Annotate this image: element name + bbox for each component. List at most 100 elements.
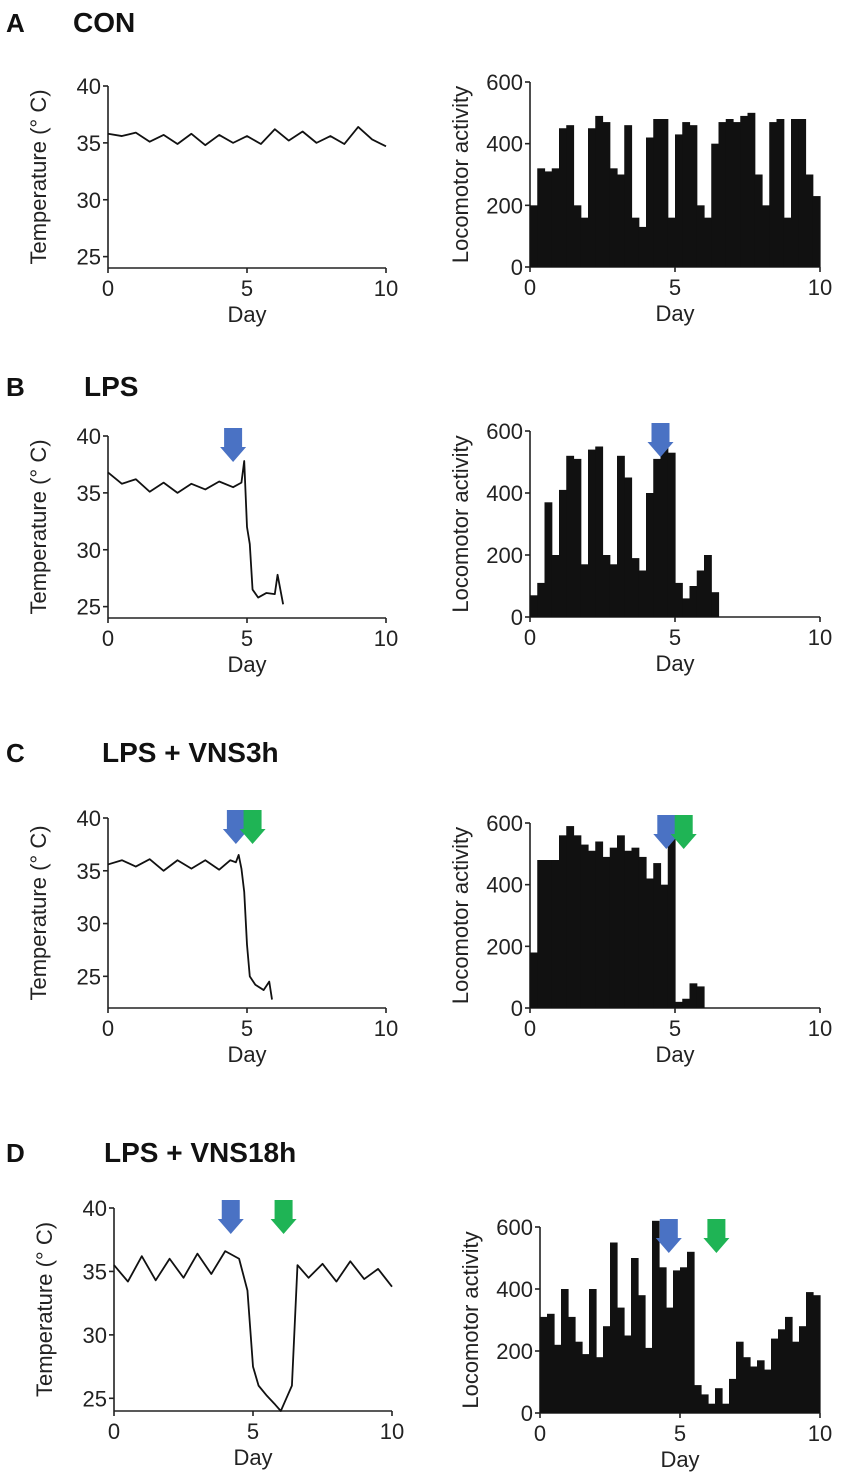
panel-title-c: LPS + VNS3h	[102, 737, 279, 768]
activity-bar-d-activity	[722, 1403, 730, 1413]
y-axis-label-c-activity: Locomotor activity	[448, 827, 473, 1004]
x-tick-label-d-temperature: 10	[380, 1419, 404, 1444]
y-tick-label-c-activity: 0	[511, 996, 523, 1021]
lps-arrow-icon-c-activity	[653, 815, 680, 849]
activity-bar-d-activity	[554, 1344, 562, 1413]
activity-bar-a-activity	[617, 174, 625, 267]
activity-bar-b-activity	[646, 493, 654, 617]
activity-bar-b-activity	[667, 452, 676, 617]
activity-bar-a-activity	[566, 125, 575, 268]
y-tick-label-a-activity: 0	[511, 255, 523, 280]
panel-title-b: LPS	[84, 371, 138, 402]
y-tick-label-c-activity: 400	[486, 873, 523, 898]
y-tick-label-b-activity: 0	[511, 605, 523, 630]
y-tick-label-b-activity: 200	[486, 543, 523, 568]
activity-bar-a-activity	[711, 143, 720, 267]
y-axis-label-a-temperature: Temperature (° C)	[26, 89, 51, 264]
x-axis-label-c-activity: Day	[655, 1042, 694, 1067]
activity-bar-b-activity	[704, 555, 712, 617]
x-tick-label-b-temperature: 10	[374, 626, 398, 651]
activity-bar-a-activity	[740, 115, 749, 268]
activity-bar-d-activity	[582, 1354, 590, 1413]
y-tick-label-a-activity: 400	[486, 132, 523, 157]
lps-arrow-icon-c-temperature	[222, 810, 249, 844]
activity-bar-d-activity	[736, 1341, 744, 1413]
activity-bar-a-activity	[754, 174, 763, 267]
activity-bar-a-activity	[631, 217, 640, 267]
activity-bar-b-activity	[689, 586, 698, 617]
activity-bar-a-activity	[704, 217, 712, 267]
activity-bar-d-activity	[715, 1388, 723, 1413]
activity-bar-a-activity	[791, 119, 799, 267]
activity-bar-c-activity	[602, 856, 611, 1008]
activity-bar-c-activity	[660, 884, 669, 1008]
activity-bar-b-activity	[696, 570, 705, 617]
activity-bar-a-activity	[682, 122, 691, 267]
activity-bar-c-activity	[609, 847, 618, 1008]
activity-bar-a-activity	[544, 171, 553, 267]
activity-bar-d-activity	[589, 1289, 597, 1413]
x-tick-label-c-activity: 5	[669, 1016, 681, 1041]
activity-bar-c-activity	[617, 835, 625, 1008]
activity-bar-c-activity	[595, 841, 604, 1008]
y-tick-label-d-activity: 200	[496, 1339, 533, 1364]
activity-bar-d-activity	[561, 1289, 569, 1413]
temperature-trace-d-temperature	[113, 1250, 393, 1412]
activity-bar-d-activity	[701, 1394, 709, 1413]
y-tick-label-c-activity: 600	[486, 811, 523, 836]
y-tick-label-c-activity: 200	[486, 934, 523, 959]
activity-bar-c-activity	[631, 847, 640, 1008]
activity-bar-d-activity	[673, 1270, 681, 1413]
activity-bar-a-activity	[812, 196, 821, 267]
activity-bar-b-activity	[682, 598, 691, 617]
x-tick-label-d-temperature: 5	[247, 1419, 259, 1444]
activity-bar-a-activity	[559, 128, 567, 267]
activity-bar-a-activity	[776, 119, 785, 267]
activity-bar-d-activity	[799, 1326, 807, 1413]
activity-bar-b-activity	[602, 555, 611, 617]
activity-bar-d-activity	[771, 1338, 779, 1413]
y-tick-label-a-temperature: 40	[77, 74, 101, 99]
activity-bar-b-activity	[573, 458, 582, 617]
activity-bar-a-activity	[718, 122, 727, 267]
activity-bar-a-activity	[602, 122, 611, 267]
y-tick-label-b-activity: 600	[486, 419, 523, 444]
activity-bar-a-activity	[624, 125, 633, 268]
activity-bar-b-activity	[660, 443, 669, 617]
activity-bar-c-activity	[653, 863, 662, 1008]
activity-bar-c-activity	[580, 844, 589, 1008]
activity-bar-a-activity	[725, 119, 734, 267]
activity-bar-d-activity	[792, 1341, 800, 1413]
activity-bar-b-activity	[631, 558, 640, 617]
x-tick-label-c-temperature: 5	[241, 1016, 253, 1041]
activity-bar-a-activity	[805, 174, 814, 267]
lps-arrow-icon-b-activity	[647, 423, 674, 457]
activity-bar-b-activity	[580, 564, 589, 617]
activity-bar-d-activity	[806, 1292, 814, 1413]
activity-bar-d-activity	[750, 1366, 758, 1413]
y-tick-label-a-temperature: 30	[77, 188, 101, 213]
x-tick-label-c-activity: 10	[808, 1016, 832, 1041]
activity-bar-d-activity	[568, 1316, 576, 1413]
x-tick-label-d-activity: 0	[534, 1421, 546, 1446]
activity-bar-b-activity	[624, 477, 633, 617]
activity-bar-c-activity	[675, 1001, 683, 1008]
y-tick-label-a-activity: 600	[486, 70, 523, 95]
y-axis-label-c-temperature: Temperature (° C)	[26, 825, 51, 1000]
activity-bar-d-activity	[603, 1326, 611, 1413]
x-axis-label-c-temperature: Day	[227, 1042, 266, 1067]
activity-bar-a-activity	[667, 217, 676, 267]
activity-bar-c-activity	[537, 860, 546, 1008]
x-tick-label-a-temperature: 10	[374, 276, 398, 301]
lps-arrow-icon-b-temperature	[220, 428, 247, 462]
activity-bar-d-activity	[764, 1369, 772, 1413]
activity-bar-c-activity	[682, 998, 691, 1008]
activity-bar-d-activity	[813, 1295, 821, 1413]
y-axis-label-a-activity: Locomotor activity	[448, 86, 473, 263]
x-tick-label-d-activity: 5	[674, 1421, 686, 1446]
activity-bar-c-activity	[544, 860, 553, 1008]
activity-bar-a-activity	[646, 137, 654, 267]
y-tick-label-b-temperature: 35	[77, 481, 101, 506]
